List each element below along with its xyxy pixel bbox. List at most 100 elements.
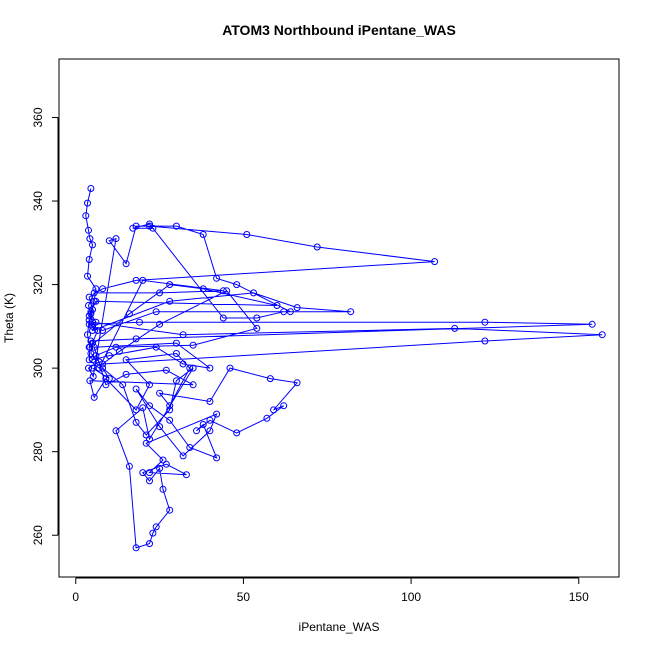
data-point [166,402,174,410]
data-point [172,339,180,347]
data-point [481,337,489,345]
data-point [89,356,96,364]
y-tick-label: 320 [31,274,45,294]
data-point [85,356,93,364]
data-point [84,199,91,207]
x-axis: 0 50 100 150 [72,577,589,604]
x-tick-label: 0 [72,590,79,604]
data-point [193,427,200,435]
data-point [146,540,153,548]
data-point [243,231,251,238]
x-axis-label: iPentane_WAS [299,620,380,634]
data-point [86,377,94,385]
data-point [86,235,94,243]
data-point [280,308,288,316]
y-tick-label: 340 [31,191,45,211]
data-point [85,343,93,351]
data-point [179,360,187,368]
data-point [142,431,150,439]
data-point [199,231,207,238]
data-point [219,287,227,295]
data-point [139,404,147,412]
data-point [598,331,606,339]
data-point [233,281,241,289]
data-point [189,341,197,349]
data-point [84,272,91,280]
data-point [132,418,140,426]
data-point [132,406,140,414]
data-point [112,235,120,243]
data-point [156,320,164,328]
data-point [132,335,140,343]
data-point [152,343,160,351]
data-point [588,320,596,328]
data-point [85,256,93,263]
data-point [156,389,164,397]
data-point [156,423,164,431]
data-point [179,452,187,460]
data-point [293,304,301,312]
x-tick-label: 100 [401,590,421,604]
data-point [99,364,107,372]
data-point [186,364,194,372]
data-point [87,310,95,318]
data-point [115,347,123,355]
data-point [481,318,489,326]
data-point [136,318,143,326]
data-point [92,318,100,326]
data-point [263,414,271,422]
data-point [233,429,241,437]
data-point [89,318,96,326]
data-point [105,237,113,245]
data-point [105,375,113,383]
data-point [90,343,98,351]
y-tick-label: 280 [31,441,45,461]
series-layer [82,185,606,552]
data-point [90,289,98,297]
data-point [146,477,153,485]
chart-title: ATOM3 Northbound iPentane_WAS [222,22,456,38]
data-point [313,243,321,251]
data-point [347,308,355,316]
data-point [85,364,92,372]
data-point [213,410,221,418]
data-point [166,406,174,414]
data-point [189,364,197,372]
data-point [253,314,261,322]
data-point [146,469,153,477]
data-point [87,308,95,316]
data-point [250,289,257,297]
data-point [182,471,190,479]
y-axis-label: Theta (K) [2,293,16,343]
data-point [159,456,167,464]
data-point [199,421,207,428]
data-point [85,226,92,234]
data-point [89,327,96,334]
data-point [166,281,174,289]
series-line [85,188,603,549]
data-point [142,439,150,447]
data-point [253,324,261,332]
data-point [206,427,214,435]
data-point [162,366,170,374]
data-point [206,398,214,405]
data-point [273,302,281,309]
y-tick-label: 360 [31,107,45,127]
data-point [112,343,120,351]
data-point [92,297,100,305]
data-point [166,416,174,424]
data-point [146,220,153,228]
data-point [122,356,130,364]
data-point [99,285,107,293]
data-point [206,364,214,372]
data-point [85,302,92,309]
data-point [226,364,234,372]
data-point [162,460,170,468]
data-point [166,297,174,305]
data-point [139,469,147,477]
data-point [451,324,459,332]
y-axis: 260 280 300 320 340 360 [31,107,59,545]
data-point [89,364,96,372]
data-point [270,406,278,414]
